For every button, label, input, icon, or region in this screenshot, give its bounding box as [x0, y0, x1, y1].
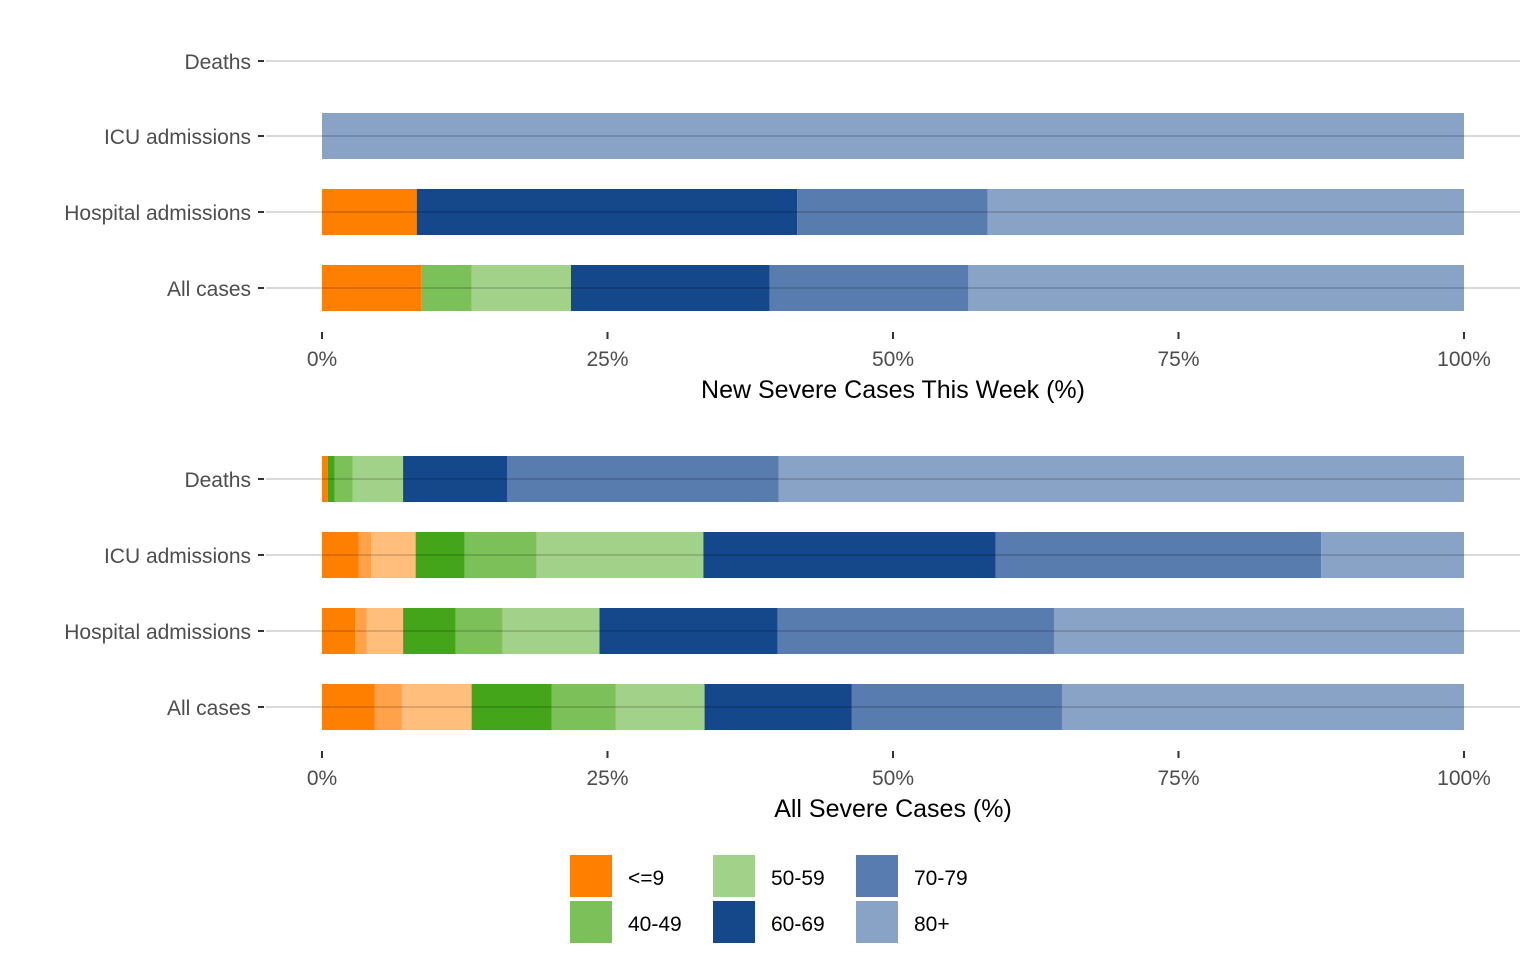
x-axis-title: New Severe Cases This Week (%)	[701, 376, 1085, 404]
legend-key-40-49	[570, 901, 612, 943]
bar-segment-all-cases-70-79	[851, 684, 1063, 730]
bar-segment-icu-admissions-80plus	[322, 113, 1464, 159]
legend-label-60-69: 60-69	[771, 913, 825, 936]
bar-segment-hospital-admissions-10-19	[355, 608, 367, 654]
bar-segment-hospital-admissions-70-79	[797, 189, 988, 235]
category-label-icu-admissions: ICU admissions	[104, 545, 251, 568]
x-axis-title: All Severe Cases (%)	[774, 795, 1012, 823]
legend-key-le9	[570, 855, 612, 897]
legend-key-60-69	[713, 901, 755, 943]
bar-segment-all-cases-le9	[322, 265, 422, 311]
bar-segment-all-cases-60-69	[704, 684, 852, 730]
bar-segment-icu-admissions-50-59	[536, 532, 704, 578]
bar-segment-all-cases-30-39	[471, 684, 552, 730]
legend-label-80plus: 80+	[914, 913, 950, 936]
category-label-deaths: Deaths	[184, 469, 251, 492]
bar-segment-deaths-50-59	[352, 456, 404, 502]
bar-segment-all-cases-80plus	[968, 265, 1464, 311]
category-label-deaths: Deaths	[184, 51, 251, 74]
x-tick-label-75: 75%	[1157, 348, 1199, 371]
bar-segment-icu-admissions-60-69	[703, 532, 996, 578]
legend-label-50-59: 50-59	[771, 867, 825, 890]
bar-segment-icu-admissions-70-79	[995, 532, 1322, 578]
bar-segment-icu-admissions-le9	[322, 532, 359, 578]
legend-key-80plus	[856, 901, 898, 943]
bar-segment-icu-admissions-80plus	[1321, 532, 1464, 578]
bar-segment-hospital-admissions-50-59	[502, 608, 600, 654]
bar-segment-deaths-60-69	[403, 456, 508, 502]
bar-segment-all-cases-10-19	[374, 684, 402, 730]
x-tick-label-0: 0%	[307, 348, 337, 371]
bar-segment-all-cases-50-59	[615, 684, 705, 730]
bar-segment-hospital-admissions-80plus	[987, 189, 1464, 235]
legend-label-le9: <=9	[628, 867, 664, 890]
bar-segment-all-cases-40-49	[421, 265, 472, 311]
x-tick-label-25: 25%	[586, 348, 628, 371]
x-tick-label-100: 100%	[1437, 767, 1491, 790]
bar-segment-hospital-admissions-60-69	[416, 189, 798, 235]
bar-segment-hospital-admissions-60-69	[599, 608, 778, 654]
bar-segment-icu-admissions-20-29	[371, 532, 416, 578]
category-label-icu-admissions: ICU admissions	[104, 126, 251, 149]
category-label-all-cases: All cases	[167, 697, 251, 720]
bar-segment-hospital-admissions-le9	[322, 189, 417, 235]
bar-segment-icu-admissions-30-39	[415, 532, 465, 578]
bar-segment-hospital-admissions-le9	[322, 608, 356, 654]
bar-segment-hospital-admissions-20-29	[366, 608, 404, 654]
bar-segment-deaths-70-79	[507, 456, 779, 502]
legend-label-70-79: 70-79	[914, 867, 968, 890]
bar-segment-hospital-admissions-70-79	[777, 608, 1055, 654]
category-label-hospital-admissions: Hospital admissions	[64, 621, 251, 644]
bar-segment-deaths-80plus	[778, 456, 1464, 502]
bar-segment-hospital-admissions-40-49	[455, 608, 503, 654]
bar-segment-deaths-le9	[322, 456, 328, 502]
x-tick-label-100: 100%	[1437, 348, 1491, 371]
x-tick-label-75: 75%	[1157, 767, 1199, 790]
bar-segment-all-cases-le9	[322, 684, 375, 730]
legend-label-40-49: 40-49	[628, 913, 682, 936]
bar-segment-deaths-40-49	[334, 456, 353, 502]
bar-segment-all-cases-60-69	[570, 265, 770, 311]
bar-segment-hospital-admissions-80plus	[1054, 608, 1464, 654]
legend-key-70-79	[856, 855, 898, 897]
bar-segment-icu-admissions-10-19	[358, 532, 372, 578]
x-tick-label-50: 50%	[872, 767, 914, 790]
bar-segment-all-cases-70-79	[769, 265, 969, 311]
bar-segment-all-cases-20-29	[401, 684, 472, 730]
bar-segment-all-cases-80plus	[1062, 684, 1464, 730]
bar-segment-all-cases-40-49	[551, 684, 616, 730]
category-label-all-cases: All cases	[167, 278, 251, 301]
legend-key-50-59	[713, 855, 755, 897]
x-tick-label-25: 25%	[586, 767, 628, 790]
category-label-hospital-admissions: Hospital admissions	[64, 202, 251, 225]
x-tick-label-0: 0%	[307, 767, 337, 790]
bar-segment-icu-admissions-40-49	[464, 532, 537, 578]
bar-segment-deaths-30-39	[327, 456, 335, 502]
x-tick-label-50: 50%	[872, 348, 914, 371]
bar-segment-hospital-admissions-30-39	[403, 608, 456, 654]
bar-segment-all-cases-50-59	[471, 265, 571, 311]
